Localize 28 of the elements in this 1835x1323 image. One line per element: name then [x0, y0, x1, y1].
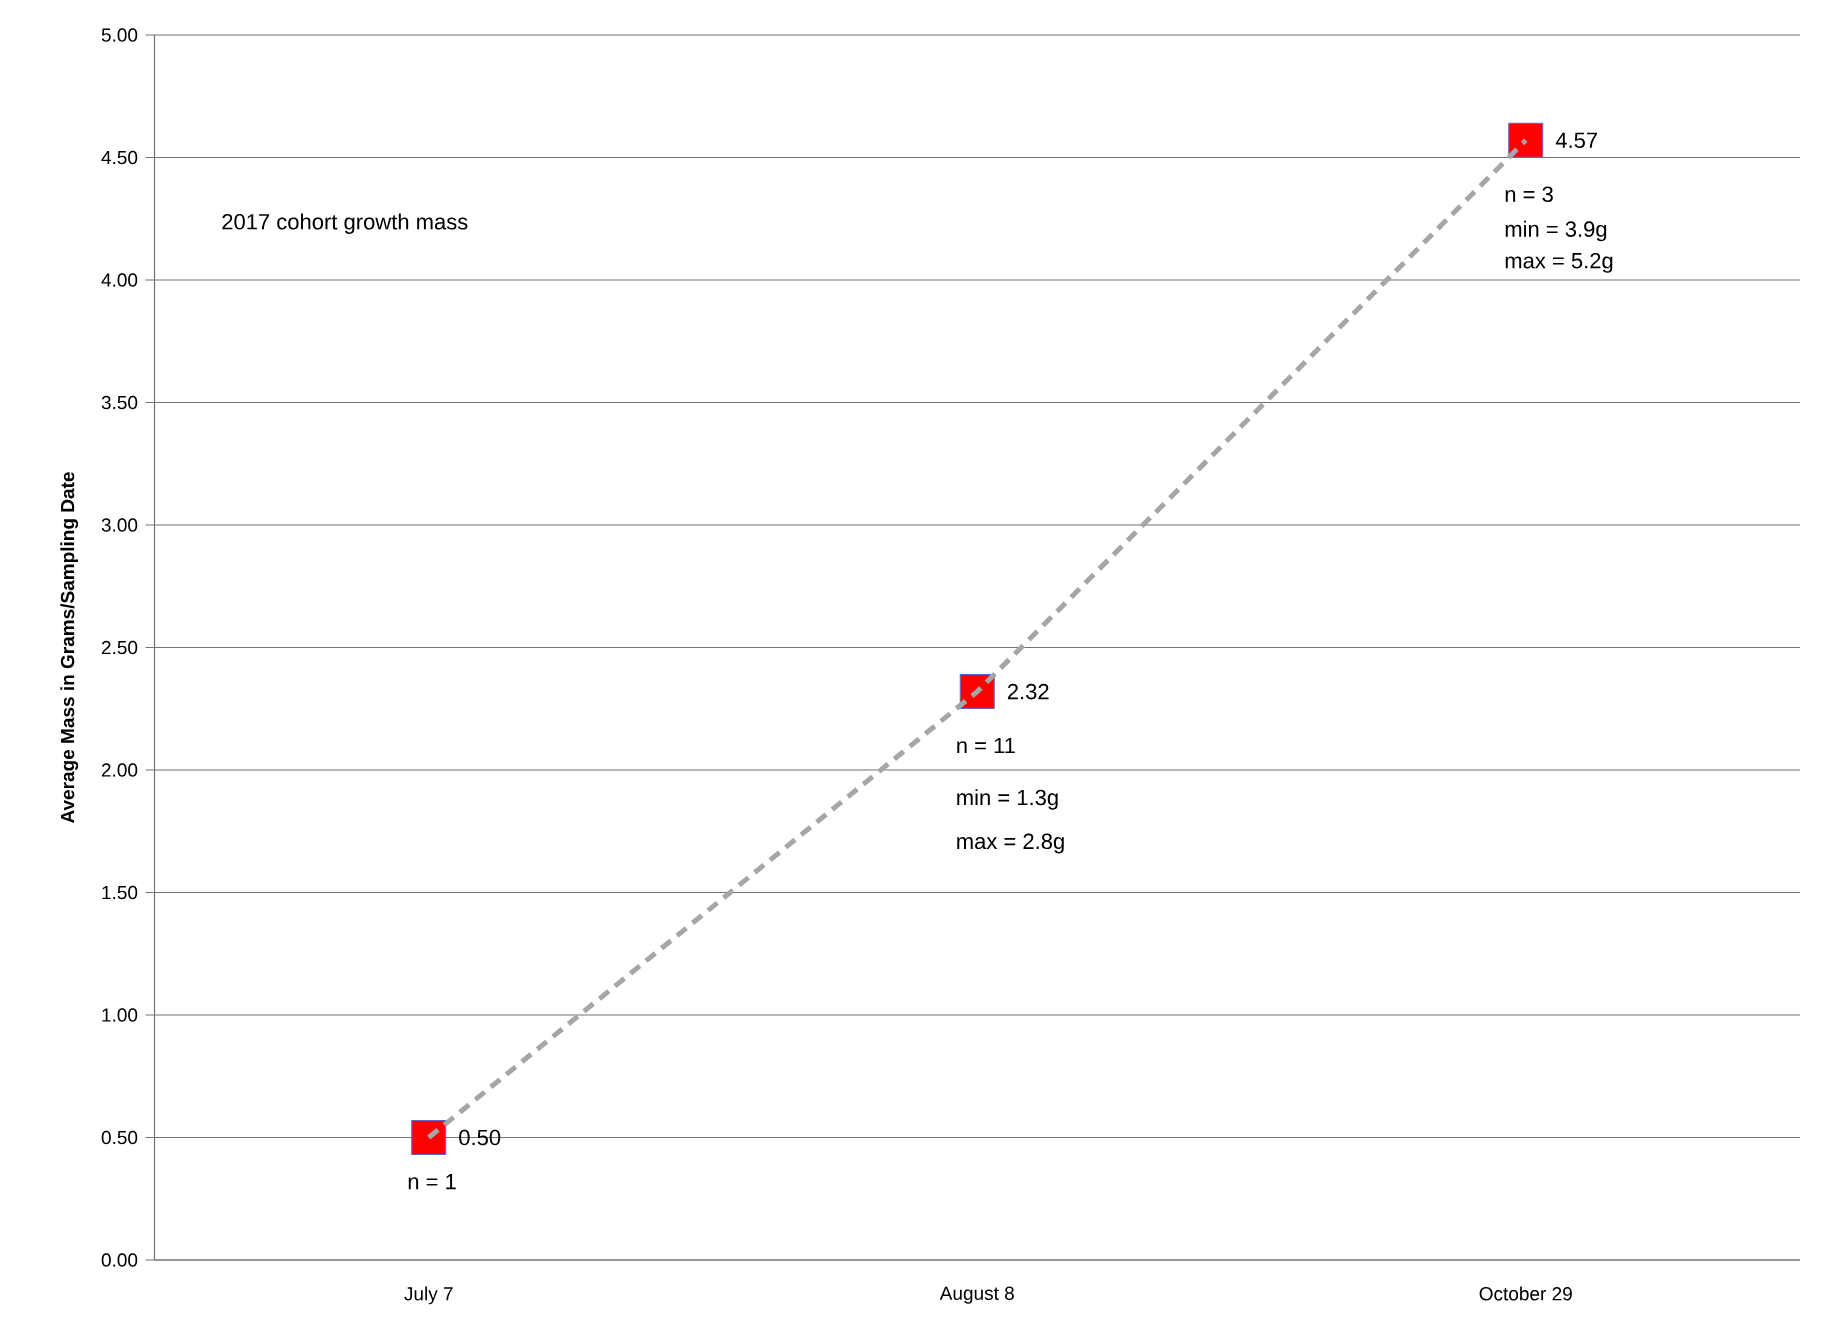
- x-tick-label: August 8: [939, 1286, 1014, 1304]
- x-tick-label: October 29: [1479, 1286, 1572, 1301]
- data-label: 4.57: [1555, 132, 1597, 149]
- y-tick-label: 2.00: [101, 763, 138, 777]
- y-tick-label: 0.50: [101, 1130, 138, 1145]
- annotation: max = 5.2g: [1505, 252, 1613, 273]
- y-tick-label: 3.50: [101, 395, 138, 410]
- text: 2017 cohort growth mass: [222, 213, 468, 234]
- y-axis-title: Average Mass in Grams/Sampling Date: [60, 472, 79, 824]
- y-tick-label: 3.00: [101, 518, 138, 532]
- annotation: n = 11: [957, 737, 1015, 754]
- y-tick-label: 2.50: [101, 640, 138, 655]
- y-tick-label: 1.50: [102, 885, 138, 900]
- y-tick-label: 0.00: [101, 1253, 138, 1267]
- annotation: max = 2.8g: [957, 833, 1064, 854]
- point: [411, 1120, 447, 1155]
- data-label: 0.50: [459, 1129, 501, 1146]
- data-label: 2.32: [1007, 683, 1049, 700]
- y-tick-label: 1.00: [102, 1008, 138, 1022]
- y-tick-label: 4.50: [101, 150, 138, 165]
- y-tick-label: 4.00: [101, 273, 138, 287]
- point: [1508, 122, 1544, 158]
- annotation: n = 1: [408, 1174, 456, 1190]
- annotation: min = 3.9g: [1505, 220, 1607, 242]
- x-tick-label: July 7: [404, 1286, 453, 1305]
- annotation: min = 1.3g: [957, 789, 1058, 810]
- annotation: n = 3: [1505, 186, 1553, 203]
- y-tick-label: 5.00: [101, 28, 138, 42]
